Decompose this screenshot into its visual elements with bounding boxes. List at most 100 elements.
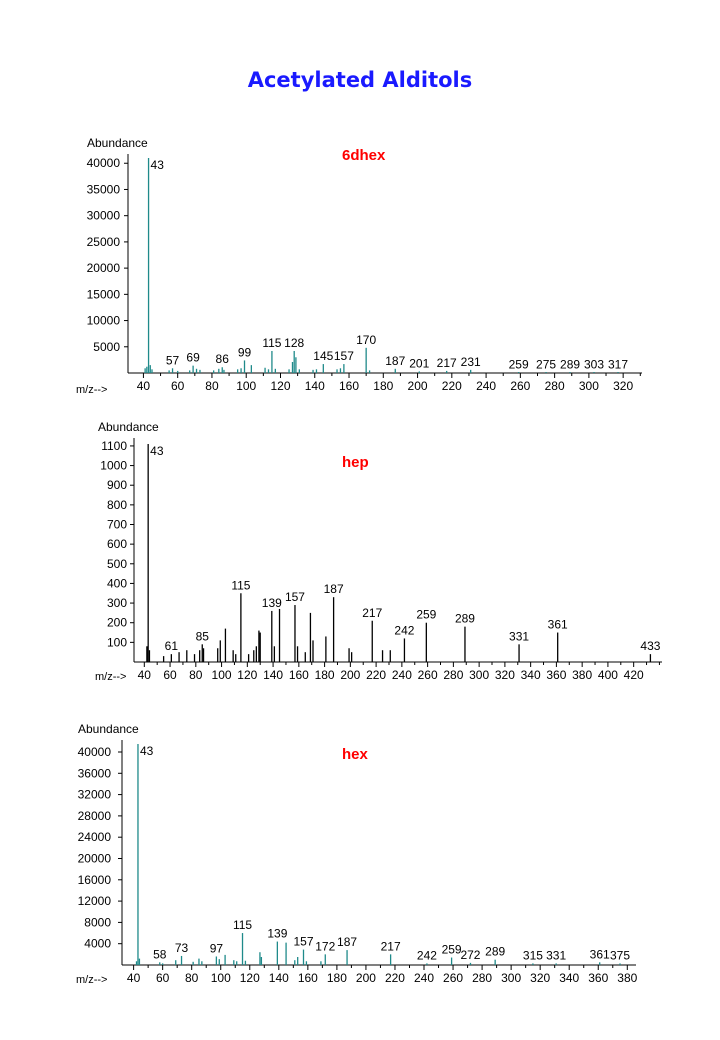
x-tick-label: 300 [501,971,521,985]
peak-label: 272 [460,948,480,962]
chart-title: hep [342,454,369,471]
peak-label: 97 [210,941,224,955]
x-tick-label: 360 [588,971,608,985]
peak-label: 187 [337,935,357,949]
y-tick-label: 32000 [78,788,112,802]
peak-label: 145 [313,349,333,363]
peak-label: 115 [262,336,281,350]
x-tick-label: 100 [236,379,256,393]
x-tick-label: 300 [469,668,489,682]
y-tick-label: 500 [107,557,127,571]
peak-label: 172 [315,939,335,953]
y-tick-label: 15000 [87,287,121,301]
y-tick-label: 700 [107,518,127,532]
x-axis-label: m/z--> [76,384,107,396]
y-tick-label: 900 [107,478,127,492]
peak-label: 57 [166,353,180,367]
chart-title: 6dhex [342,147,386,164]
peak-label: 73 [175,941,189,955]
peak-label: 43 [150,444,164,458]
peak-label: 157 [285,590,305,604]
peak-label: 289 [485,945,505,959]
y-tick-label: 100 [107,635,127,649]
x-tick-label: 60 [163,668,177,682]
peak-label: 315 [523,948,543,962]
chart-title: hex [342,746,369,763]
y-tick-label: 30000 [87,209,121,223]
y-tick-label: 4000 [84,937,111,951]
y-tick-label: 600 [107,537,127,551]
x-axis-label: m/z--> [76,974,107,986]
peak-label: 115 [233,918,252,932]
y-tick-label: 25000 [87,235,121,249]
x-tick-label: 180 [327,971,347,985]
y-tick-label: 24000 [78,830,112,844]
x-tick-label: 100 [211,971,231,985]
x-tick-label: 80 [205,379,219,393]
peak-label: 170 [356,333,376,347]
y-tick-label: 400 [107,576,127,590]
peak-label: 139 [267,927,287,941]
x-tick-label: 240 [392,668,412,682]
x-tick-label: 140 [263,668,283,682]
peak-label: 289 [455,612,475,626]
x-tick-label: 320 [613,379,633,393]
x-tick-label: 40 [137,379,151,393]
x-tick-label: 320 [530,971,550,985]
peak-label: 61 [165,639,179,653]
spectrum-chart-hep: hep Abundance m/z--> 100 200 300 400 500 600 700 8… [95,420,662,683]
peak-label: 231 [461,355,481,369]
x-tick-label: 320 [495,668,515,682]
peak-label: 201 [409,356,429,370]
y-tick-label: 16000 [78,873,112,887]
peak-label: 85 [196,629,210,643]
peak-label: 99 [238,345,252,359]
page-title: Acetylated Alditols [247,68,473,92]
peak-label: 433 [640,639,660,653]
x-tick-label: 340 [521,668,541,682]
x-tick-label: 40 [138,668,152,682]
x-tick-label: 360 [546,668,566,682]
x-tick-label: 160 [298,971,318,985]
y-tick-label: 200 [107,616,127,630]
peak-label: 217 [381,939,401,953]
x-tick-label: 240 [414,971,434,985]
peak-label: 157 [334,349,354,363]
peak-label: 331 [546,948,566,962]
peak-label: 289 [560,357,580,371]
y-tick-label: 300 [107,596,127,610]
peak-label: 115 [231,578,250,592]
y-axis-label: Abundance [98,420,159,434]
peak-label: 275 [536,357,556,371]
peak-label: 43 [151,158,165,172]
x-tick-label: 380 [617,971,637,985]
x-tick-label: 240 [476,379,496,393]
x-tick-label: 200 [408,379,428,393]
y-tick-label: 5000 [93,340,120,354]
x-tick-label: 180 [373,379,393,393]
y-tick-label: 40000 [87,156,121,170]
peak-label: 361 [548,618,568,632]
peak-label: 331 [509,629,529,643]
y-tick-label: 36000 [78,766,112,780]
y-tick-label: 10000 [87,314,121,328]
y-axis-label: Abundance [78,722,139,736]
spectrum-chart-6dhex: 6dhex Abundance m/z--> 5000 10000 15000 20000 2… [76,136,642,396]
peak-label: 187 [324,582,344,596]
x-tick-label: 400 [598,668,618,682]
x-tick-label: 120 [240,971,260,985]
y-tick-label: 8000 [84,915,111,929]
y-tick-label: 1100 [101,439,127,453]
x-tick-label: 380 [572,668,592,682]
x-tick-label: 160 [339,379,359,393]
peak-label: 43 [140,744,154,758]
y-tick-label: 35000 [87,182,121,196]
y-tick-label: 800 [107,498,127,512]
x-axis-label: m/z--> [95,671,126,683]
x-tick-label: 120 [270,379,290,393]
peak-label: 217 [437,356,457,370]
y-tick-label: 40000 [78,745,112,759]
x-tick-label: 80 [185,971,199,985]
peak-label: 242 [394,623,414,637]
